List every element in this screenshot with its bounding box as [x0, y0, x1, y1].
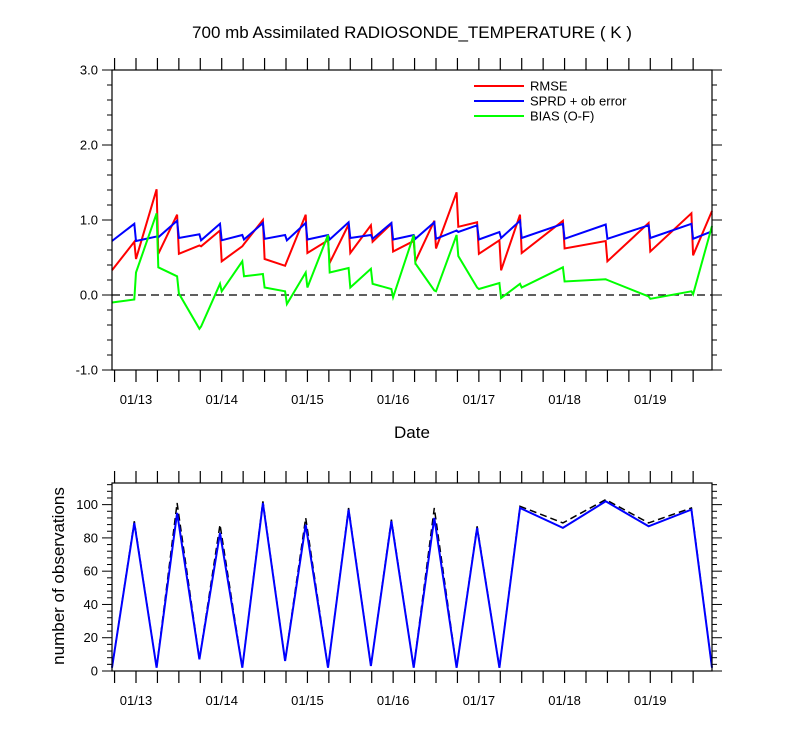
bottom-x-tick-label: 01/17: [463, 693, 496, 708]
bottom-y-tick-label: 80: [84, 530, 98, 545]
bottom-y-tick-label: 0: [91, 664, 98, 679]
top-y-tick-label: 1.0: [80, 213, 98, 228]
bottom-x-tick-label: 01/14: [205, 693, 238, 708]
top-x-tick-label: 01/15: [291, 392, 324, 407]
top-y-tick-label: 3.0: [80, 63, 98, 78]
legend-label: BIAS (O-F): [530, 109, 594, 124]
top-x-tick-label: 01/14: [205, 392, 238, 407]
top-series-rmse-line: [111, 189, 713, 271]
bottom-x-tick-label: 01/16: [377, 693, 410, 708]
top-y-tick-label: 0.0: [80, 288, 98, 303]
top-x-tick-label: 01/16: [377, 392, 410, 407]
top-series-bias-o-f-line: [111, 212, 713, 331]
bottom-plot-frame: [111, 482, 713, 672]
top-x-tick-label: 01/13: [120, 392, 153, 407]
legend-label: RMSE: [530, 79, 568, 94]
bottom-series-used-line: [111, 500, 713, 668]
x-axis-label: Date: [394, 423, 430, 442]
chart-title: 700 mb Assimilated RADIOSONDE_TEMPERATUR…: [192, 23, 632, 42]
top-y-tick-label: 2.0: [80, 138, 98, 153]
y-axis-label-bottom: number of observations: [49, 487, 68, 665]
bottom-y-tick-label: 20: [84, 630, 98, 645]
top-y-tick-label: -1.0: [76, 363, 98, 378]
top-x-tick-label: 01/19: [634, 392, 667, 407]
bottom-x-tick-label: 01/15: [291, 693, 324, 708]
legend-label: SPRD + ob error: [530, 94, 627, 109]
bottom-y-tick-label: 60: [84, 564, 98, 579]
top-series-sprd-ob-error-line: [111, 218, 713, 243]
bottom-x-tick-label: 01/19: [634, 693, 667, 708]
bottom-y-tick-label: 100: [76, 497, 98, 512]
top-x-tick-label: 01/17: [463, 392, 496, 407]
top-x-tick-label: 01/18: [548, 392, 581, 407]
bottom-x-tick-label: 01/13: [120, 693, 153, 708]
bottom-y-tick-label: 40: [84, 597, 98, 612]
bottom-x-tick-label: 01/18: [548, 693, 581, 708]
